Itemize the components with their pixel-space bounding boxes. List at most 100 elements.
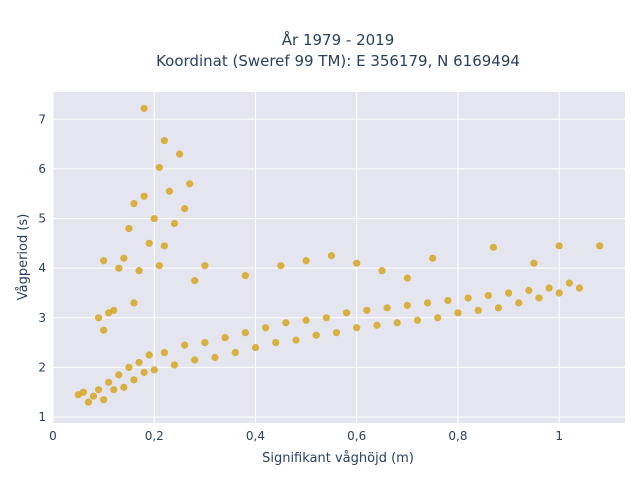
- data-point: [423, 299, 432, 307]
- data-point: [292, 336, 300, 344]
- data-point: [403, 274, 411, 282]
- data-point: [373, 321, 381, 329]
- x-tick-label: 0,6: [347, 429, 366, 443]
- data-point: [444, 296, 452, 305]
- y-tick-label: 7: [38, 112, 46, 126]
- data-point: [150, 366, 158, 374]
- data-point: [170, 219, 179, 228]
- data-point: [403, 301, 411, 309]
- data-point: [262, 324, 270, 332]
- data-point: [130, 299, 138, 307]
- data-point: [322, 314, 330, 322]
- data-point: [140, 368, 148, 376]
- data-point: [363, 306, 371, 314]
- plot-area: [53, 92, 625, 423]
- data-point: [221, 334, 229, 342]
- data-point: [125, 363, 133, 372]
- grid-layer: [52, 92, 625, 423]
- data-point: [353, 324, 361, 332]
- data-point: [515, 299, 523, 307]
- data-point: [545, 284, 553, 292]
- data-point: [191, 356, 199, 364]
- data-point: [302, 257, 310, 265]
- data-point: [145, 239, 153, 247]
- data-point: [145, 351, 153, 359]
- data-point: [135, 267, 143, 275]
- data-point: [302, 316, 310, 324]
- data-point: [125, 224, 133, 233]
- data-point: [565, 279, 573, 287]
- data-point: [241, 272, 249, 280]
- y-tick-label: 2: [38, 360, 46, 374]
- data-point: [211, 353, 219, 362]
- data-point: [413, 316, 422, 324]
- data-point: [155, 163, 163, 172]
- data-point: [494, 304, 503, 312]
- data-point: [155, 262, 163, 270]
- data-point: [272, 339, 280, 347]
- data-point: [181, 341, 189, 349]
- data-point: [160, 348, 168, 357]
- data-point: [429, 254, 437, 262]
- data-point: [484, 291, 492, 300]
- data-point: [555, 242, 563, 250]
- data-point: [327, 252, 336, 260]
- x-tick-label: 0: [49, 429, 57, 443]
- data-point: [140, 104, 148, 112]
- y-tick-label: 5: [38, 212, 46, 226]
- data-point: [105, 378, 113, 386]
- data-point: [434, 314, 442, 322]
- points-layer: [74, 104, 604, 406]
- x-tick-label: 0,2: [145, 429, 164, 443]
- data-point: [120, 254, 128, 262]
- data-point: [312, 331, 320, 339]
- data-point: [160, 242, 168, 250]
- chart-title-line1: År 1979 - 2019: [282, 30, 395, 49]
- data-point: [525, 286, 533, 295]
- data-point: [474, 306, 482, 314]
- data-point: [160, 137, 168, 145]
- data-point: [115, 371, 123, 379]
- data-point: [201, 262, 209, 270]
- tick-layer: 0 0,2 0,4 0,6 0,8 1 1 2 3 4 5 6 7: [38, 112, 563, 443]
- data-point: [94, 314, 103, 322]
- data-point: [277, 262, 285, 270]
- data-point: [342, 309, 351, 317]
- data-point: [535, 294, 543, 302]
- data-point: [504, 289, 513, 297]
- data-point: [191, 276, 199, 285]
- data-point: [378, 267, 386, 275]
- x-tick-label: 1: [555, 429, 563, 443]
- y-tick-label: 4: [38, 261, 46, 275]
- y-tick-label: 3: [38, 311, 46, 325]
- data-point: [100, 257, 108, 265]
- data-point: [201, 339, 209, 347]
- data-point: [94, 386, 103, 394]
- data-point: [170, 361, 179, 369]
- data-point: [175, 150, 184, 158]
- data-point: [241, 329, 249, 337]
- data-point: [165, 187, 174, 195]
- data-point: [115, 264, 123, 272]
- data-point: [135, 358, 143, 367]
- data-point: [251, 343, 260, 352]
- y-tick-label: 6: [38, 162, 46, 176]
- data-point: [454, 309, 462, 317]
- data-point: [130, 376, 138, 384]
- data-point: [575, 284, 584, 292]
- data-point: [79, 388, 87, 396]
- data-point: [383, 304, 391, 312]
- data-point: [89, 392, 98, 400]
- data-point: [110, 306, 118, 314]
- data-point: [332, 329, 341, 337]
- data-point: [186, 180, 194, 188]
- y-axis-title: Vågperiod (s): [16, 214, 31, 301]
- data-point: [596, 242, 604, 250]
- x-tick-label: 0,4: [246, 429, 265, 443]
- data-point: [353, 259, 361, 267]
- data-point: [84, 398, 93, 406]
- data-point: [393, 319, 401, 327]
- data-point: [100, 326, 108, 334]
